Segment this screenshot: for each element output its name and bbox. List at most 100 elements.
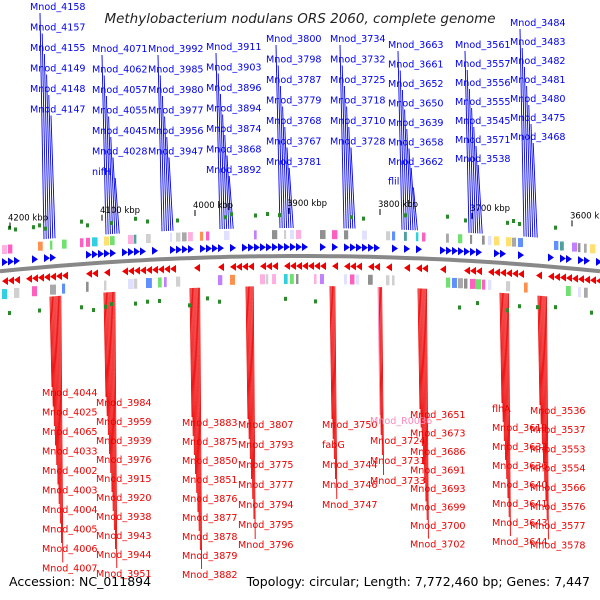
gene-leader-line [350, 147, 356, 229]
minus-strand-gene-label: Mnod_3796 [238, 540, 294, 551]
plus-strand-gene-label: Mnod_3639 [388, 118, 444, 129]
gene-leader-line [59, 295, 63, 544]
plus-strand-gene-label: Mnod_4149 [30, 64, 86, 75]
minus-strand-gene-label: Mnod_4044 [42, 388, 98, 399]
gene-leader-line [101, 54, 107, 235]
gene-leader-line [503, 293, 507, 461]
gc-marker [284, 296, 287, 301]
minus-strand-gene-label: Mnod_3537 [530, 425, 586, 436]
plus-strand-gene [440, 246, 446, 255]
minus-strand-gene [518, 270, 524, 279]
plus-feature-block [290, 230, 295, 240]
gene-leader-line [404, 109, 410, 231]
plus-feature-block [446, 233, 449, 243]
plus-strand-gene [98, 249, 104, 258]
minus-strand-gene-label: Mnod_3632 [492, 442, 548, 453]
minus-feature-block [284, 274, 288, 285]
minus-feature-block [128, 279, 134, 290]
gene-leader-line [331, 286, 335, 460]
minus-strand-gene [590, 276, 596, 285]
minus-feature-block [320, 274, 324, 285]
plus-strand-gene [14, 256, 20, 265]
minus-strand-gene-label: Mnod_3686 [410, 447, 466, 458]
minus-feature-block [218, 275, 223, 286]
plus-strand-gene [284, 243, 290, 252]
gene-leader-line [197, 287, 201, 551]
minus-strand-gene [2, 277, 8, 286]
plus-feature-block [458, 234, 463, 244]
minus-strand-gene [356, 262, 362, 271]
plus-feature-block [584, 243, 587, 253]
gene-leader-line [110, 292, 114, 512]
gene-leader-line [55, 296, 59, 485]
minus-strand-gene [320, 262, 326, 271]
gene-leader-line [339, 44, 345, 229]
plus-strand-gene [548, 253, 554, 262]
minus-strand-gene-label: Mnod_3883 [182, 418, 238, 429]
minus-strand-gene-label: Mnod_3794 [238, 500, 294, 511]
gc-marker [176, 218, 179, 223]
gene-leader-line [538, 295, 542, 425]
minus-strand-gene-label: Mnod_3938 [96, 512, 152, 523]
plus-strand-gene [206, 244, 212, 253]
plus-strand-gene-label: Mnod_4062 [92, 65, 148, 76]
plus-feature-block [200, 231, 204, 241]
minus-strand-gene [488, 268, 494, 277]
plus-feature-block [110, 236, 115, 246]
minus-strand-gene-label: Mnod_4007 [42, 564, 98, 575]
minus-strand-gene [86, 269, 92, 278]
gene-leader-line [48, 94, 54, 239]
minus-strand-gene [476, 267, 482, 276]
gc-marker [476, 301, 479, 306]
minus-strand-gene-label: flhA [492, 404, 511, 415]
gc-marker [80, 219, 83, 224]
gene-leader-line [423, 288, 427, 502]
minus-strand-gene [470, 266, 476, 275]
gene-leader-line [275, 44, 281, 229]
plus-strand-gene [392, 244, 398, 253]
minus-strand-gene [230, 262, 236, 271]
gene-leader-line [279, 85, 285, 229]
minus-strand-gene [584, 275, 590, 284]
minus-strand-gene-label: Mnod_4003 [42, 486, 98, 497]
plus-strand-gene-label: Mnod_3767 [266, 137, 322, 148]
minus-strand-gene-label: Mnod_3944 [96, 550, 152, 561]
genome-backbone [0, 254, 600, 274]
plus-feature-block [296, 230, 302, 240]
gene-leader-line [190, 288, 194, 437]
minus-strand-gene-label: Mnod_3576 [530, 502, 586, 513]
minus-feature-block [482, 279, 486, 290]
gene-leader-line [348, 126, 354, 229]
plus-feature-block [272, 230, 278, 240]
minus-feature-block [470, 278, 476, 289]
gene-leader-line [422, 288, 426, 484]
gene-leader-line [532, 142, 538, 238]
gc-marker [590, 310, 593, 315]
plus-strand-gene [344, 243, 350, 252]
minus-feature-block [446, 277, 451, 288]
minus-strand-gene-label: Mnod_R0036 [370, 416, 432, 427]
plus-feature-block [488, 236, 492, 246]
plus-feature-block [182, 232, 187, 242]
plus-strand-gene [110, 249, 116, 258]
minus-strand-gene-label: Mnod_3566 [530, 483, 586, 494]
gene-leader-line [542, 296, 546, 482]
plus-strand-gene [254, 243, 260, 252]
plus-strand-gene [128, 248, 134, 257]
gene-leader-line [505, 293, 509, 499]
minus-strand-gene [500, 268, 506, 277]
gene-leader-line [252, 286, 256, 540]
plus-strand-gene-label: Mnod_3556 [455, 78, 511, 89]
minus-strand-gene [440, 265, 446, 274]
minus-strand-gene-label: Mnod_3807 [238, 420, 294, 431]
plus-strand-gene [188, 245, 194, 254]
minus-strand-gene [512, 269, 518, 278]
gene-leader-line [288, 167, 294, 229]
plus-strand-gene-label: Mnod_3868 [206, 145, 262, 156]
minus-feature-block [158, 277, 162, 288]
gene-leader-line [49, 296, 53, 388]
plus-strand-gene-label: Mnod_3557 [455, 59, 511, 70]
minus-strand-gene-label: Mnod_3777 [238, 480, 294, 491]
gene-leader-line [60, 295, 64, 563]
gene-leader-line [528, 104, 534, 238]
